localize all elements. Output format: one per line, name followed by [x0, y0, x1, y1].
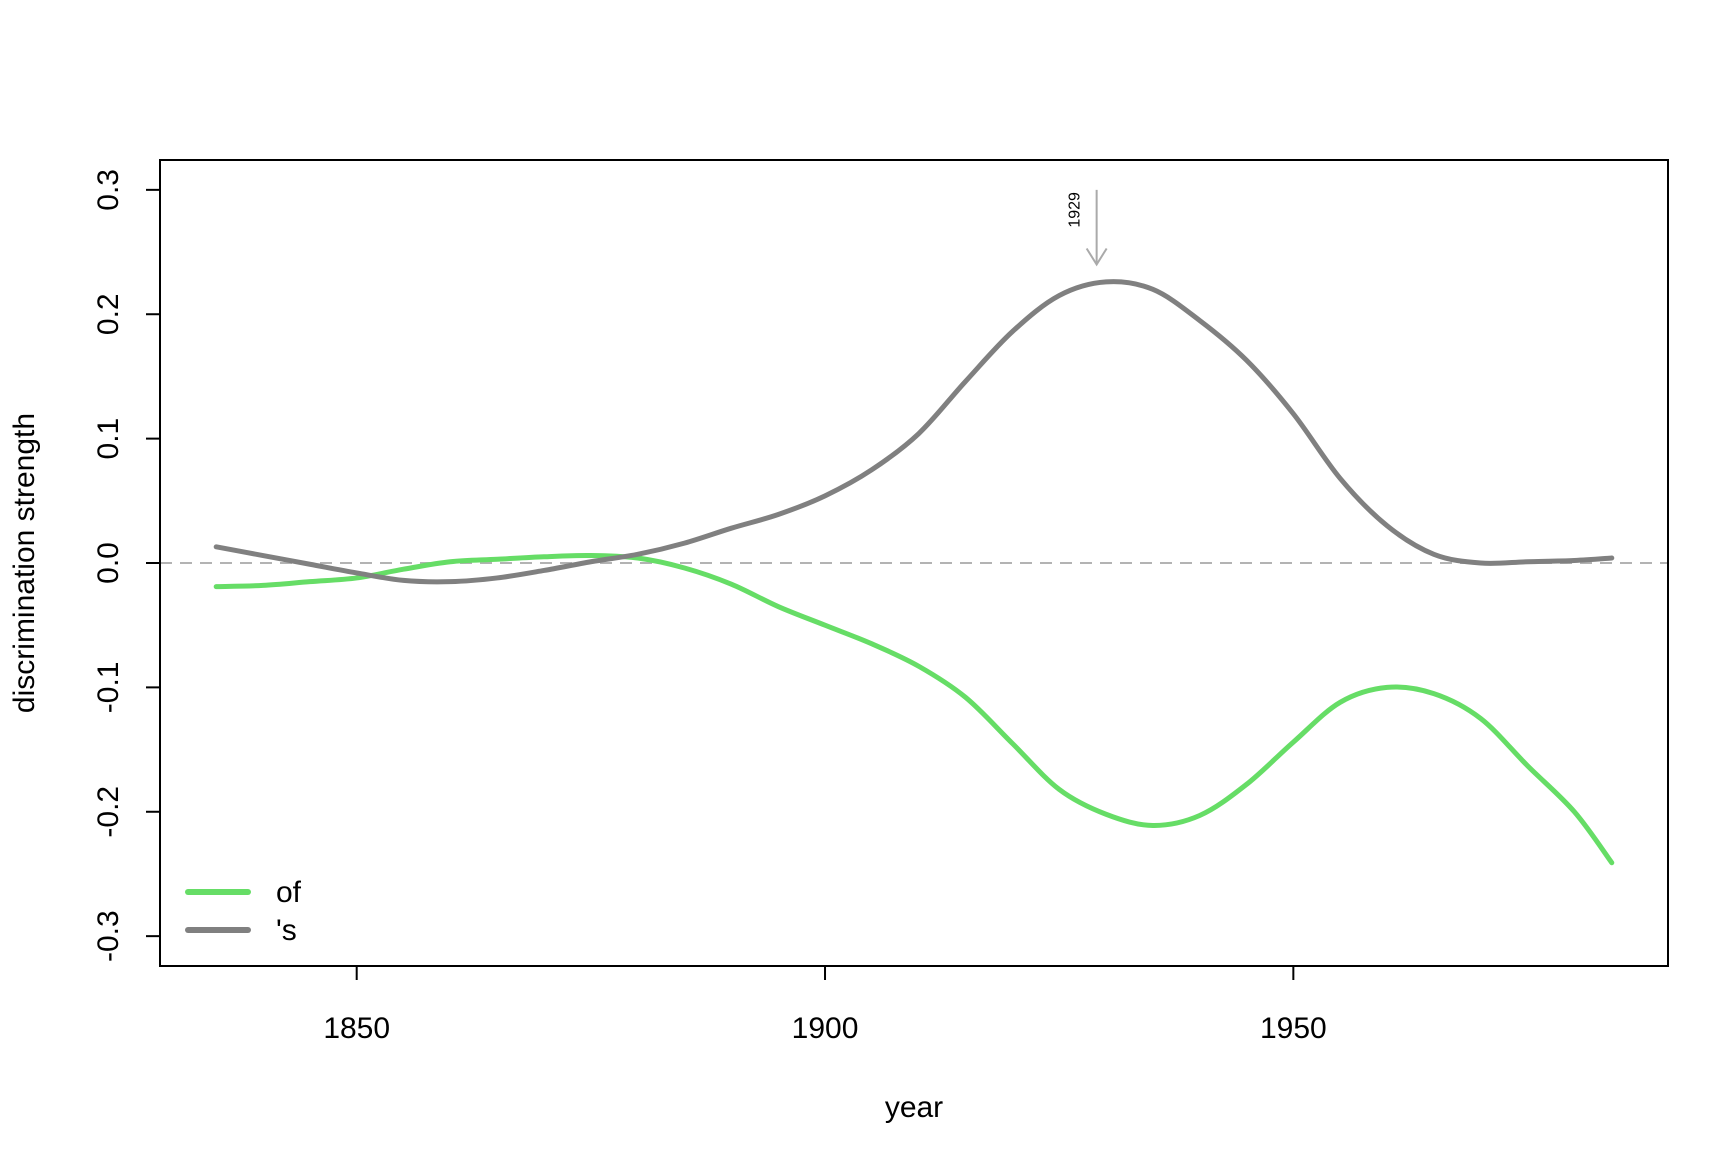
x-tick-label: 1950 — [1260, 1012, 1327, 1045]
x-tick-label: 1900 — [792, 1012, 859, 1045]
y-tick-label: 0.0 — [92, 542, 125, 584]
series-layer — [213, 279, 1615, 866]
y-tick-label: 0.1 — [92, 418, 125, 460]
y-tick-label: 0.3 — [92, 169, 125, 211]
annotation-arrow-head — [1085, 247, 1108, 267]
legend-label: 's — [276, 914, 297, 947]
x-axis-title: year — [885, 1091, 943, 1124]
legend-label: of — [276, 876, 302, 909]
axes-layer: 1850 1900 1950 -0.3 -0.2 -0.1 0.0 0.1 0.2 0.3 — [92, 169, 1327, 1045]
annotation-layer: 1929 — [1067, 189, 1108, 267]
y-axis-title: discrimination strength — [8, 413, 41, 713]
annotation-label: 1929 — [1067, 192, 1084, 228]
legend: of 's — [185, 876, 302, 947]
y-tick-label: -0.1 — [92, 662, 125, 714]
y-tick-label: -0.2 — [92, 786, 125, 838]
series-of-line — [213, 553, 1615, 866]
x-tick-label: 1850 — [323, 1012, 390, 1045]
y-tick-label: -0.3 — [92, 910, 125, 962]
y-tick-label: 0.2 — [92, 293, 125, 335]
series-s-line — [213, 279, 1615, 585]
